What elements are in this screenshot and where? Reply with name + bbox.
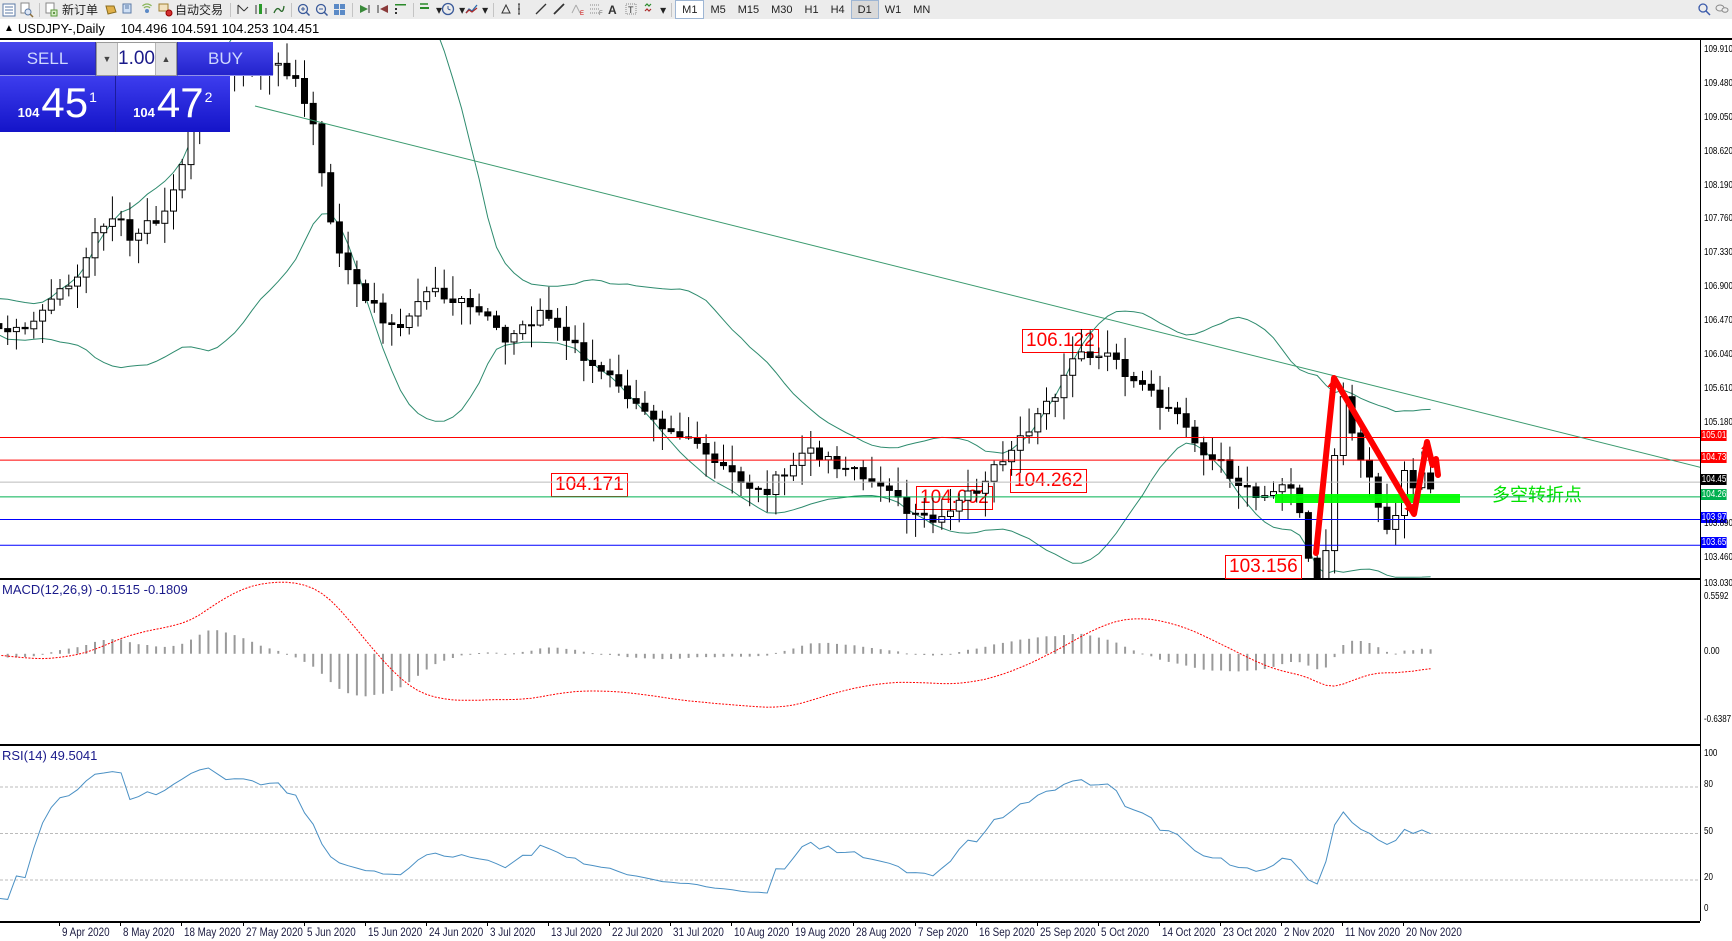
svg-text:A: A <box>608 3 617 17</box>
svg-text:T: T <box>628 5 634 15</box>
svg-text:F: F <box>599 11 603 17</box>
svg-text:E: E <box>580 11 584 17</box>
